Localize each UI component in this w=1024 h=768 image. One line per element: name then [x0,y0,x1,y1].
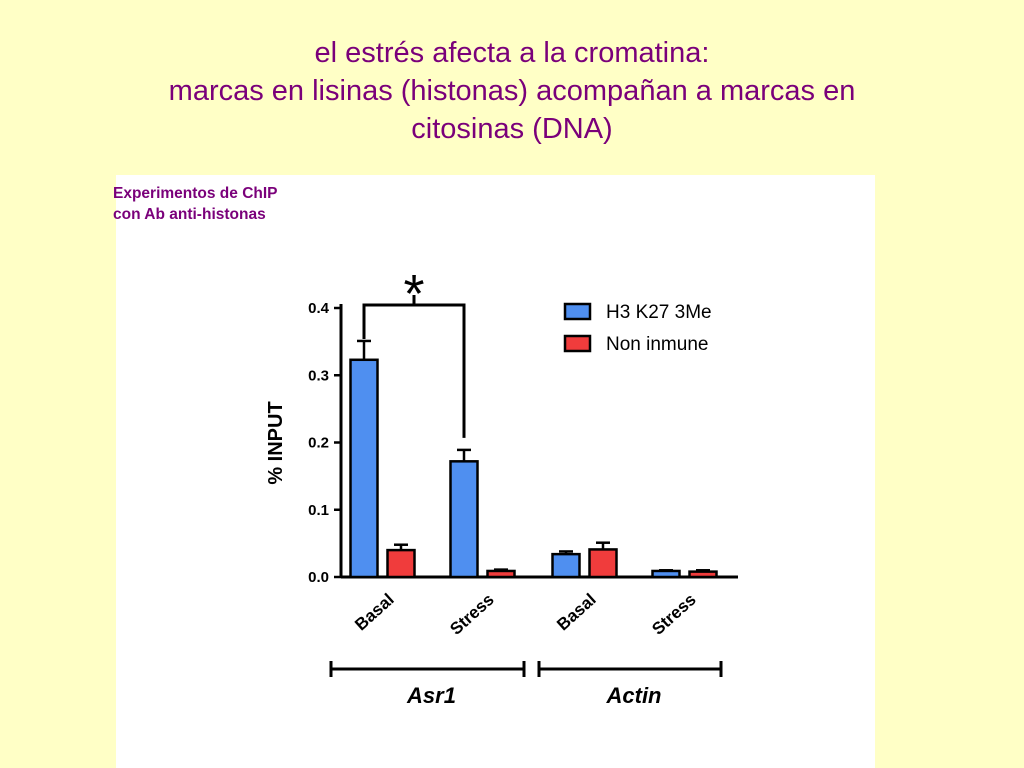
bar [551,552,581,579]
x-tick-label: Stress [446,590,497,639]
x-tick-label: Stress [648,590,699,639]
y-tick-label: 0.4 [308,300,330,317]
bar [449,460,479,579]
bar [688,570,718,579]
caption-line-2: con Ab anti-histonas [113,206,266,223]
legend-label: Non inmune [606,334,708,355]
bar [651,569,681,579]
y-tick-label: 0.3 [308,367,329,384]
y-tick-label: 0.1 [308,502,329,519]
group-label: Asr1 [406,683,456,708]
legend-swatch [563,302,592,321]
bar [349,358,379,579]
x-tick-label: Basal [351,590,397,634]
y-tick-label: 0.0 [308,569,329,586]
y-tick-label: 0.2 [308,435,329,452]
title-line-1: el estrés afecta a la cromatina: [314,37,710,69]
slide-title: el estrés afecta a la cromatina: marcas … [0,34,1024,148]
title-line-2: marcas en lisinas (histonas) acompañan a… [168,75,856,107]
legend-label: H3 K27 3Me [606,302,712,323]
title-line-3: citosinas (DNA) [411,113,613,145]
x-tick-label: Basal [553,590,599,634]
y-axis-label: % INPUT [265,401,287,484]
caption: Experimentos de ChIP con Ab anti-histona… [113,183,278,225]
bar [588,548,618,579]
bar [386,548,416,579]
legend-swatch [563,334,592,353]
significance-label: * [403,264,424,324]
caption-line-1: Experimentos de ChIP [113,185,278,202]
bar [486,569,516,579]
significance-bracket [362,303,466,438]
group-label: Actin [606,683,662,708]
